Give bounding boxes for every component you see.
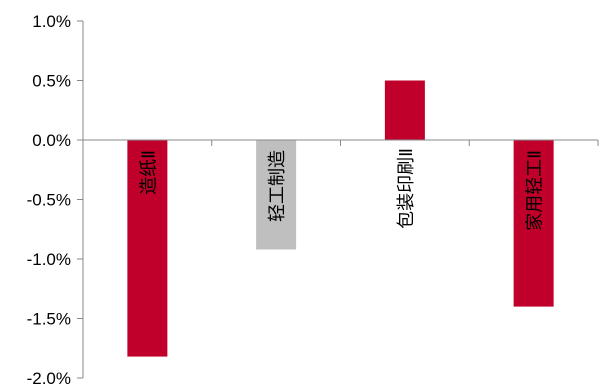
- y-tick-label: 1.0%: [32, 12, 71, 31]
- bar: [513, 140, 554, 307]
- bar: [256, 140, 297, 250]
- category-label: 造纸Ⅱ: [138, 150, 159, 195]
- y-tick-label: -0.5%: [27, 191, 71, 210]
- category-label: 轻工制造: [267, 150, 288, 222]
- bar: [384, 80, 425, 140]
- category-labels: 造纸Ⅱ 轻工制造 包装印刷Ⅱ 家用轻工Ⅱ: [138, 148, 545, 231]
- y-tick-label: -1.5%: [27, 310, 71, 329]
- y-tick-label: -1.0%: [27, 250, 71, 269]
- y-tick-label: -2.0%: [27, 369, 71, 385]
- y-axis: 1.0% 0.5% 0.0% -0.5% -1.0% -1.5% -2.0%: [27, 12, 84, 385]
- category-label: 家用轻工Ⅱ: [525, 150, 546, 231]
- bar: [127, 140, 168, 357]
- y-tick-label: 0.5%: [32, 72, 71, 91]
- bars: [127, 80, 554, 357]
- category-label: 包装印刷Ⅱ: [396, 148, 417, 229]
- x-axis: [83, 139, 599, 146]
- y-tick-label: 0.0%: [32, 131, 71, 150]
